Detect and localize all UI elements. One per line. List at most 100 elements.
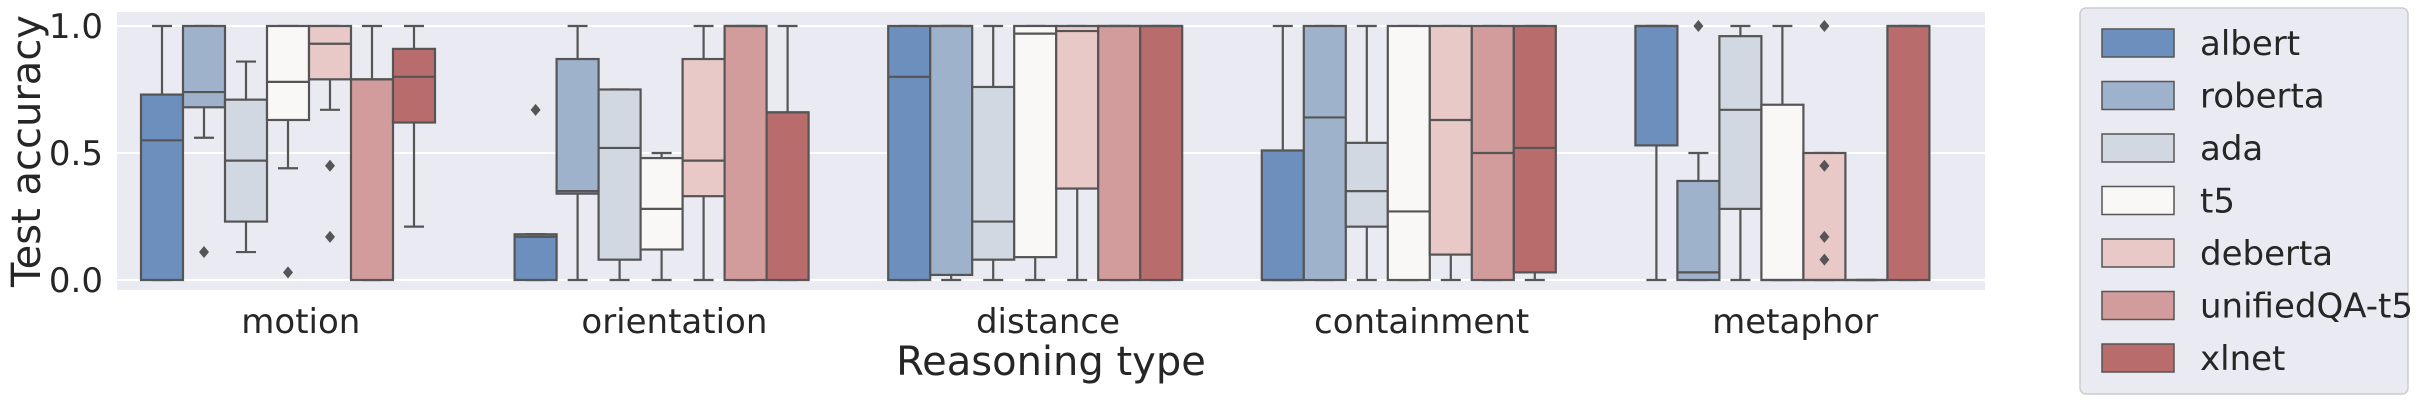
- legend-label: roberta: [2200, 77, 2325, 117]
- legend-label: albert: [2200, 24, 2300, 64]
- box-t5-metaphor: [1760, 24, 1805, 282]
- legend-label: xlnet: [2200, 339, 2285, 379]
- legend-swatch: [2101, 80, 2175, 111]
- outlier-point: [325, 230, 335, 243]
- outlier-point: [1819, 230, 1830, 243]
- box-iqr: [765, 111, 810, 282]
- box-deberta-containment: [1428, 24, 1473, 282]
- box-t5-containment: [1386, 24, 1431, 282]
- outlier-point: [1819, 159, 1830, 172]
- box-xlnet-metaphor: [1886, 24, 1931, 282]
- y-tick-labels: 0.0 0.5 1.0: [49, 7, 103, 301]
- x-axis-label: Reasoning type: [896, 339, 1206, 385]
- outlier-point: [199, 246, 209, 259]
- box-roberta-metaphor: [1676, 20, 1721, 282]
- legend-entry-deberta: deberta: [2101, 234, 2333, 274]
- box-unifiedQA-t5-orientation: [723, 24, 768, 282]
- x-tick-label: metaphor: [1712, 302, 1878, 342]
- y-tick-label: 0.0: [49, 261, 103, 301]
- box-xlnet-containment: [1512, 24, 1557, 282]
- box-iqr: [1676, 179, 1721, 282]
- y-axis-label: Test accuracy: [4, 15, 50, 288]
- box-iqr: [1428, 24, 1473, 256]
- outlier-point: [1819, 20, 1830, 32]
- box-albert-orientation: [513, 103, 558, 282]
- legend-swatch: [2101, 133, 2175, 163]
- box-xlnet-distance: [1139, 24, 1184, 282]
- box-iqr: [1886, 24, 1931, 282]
- box-albert-containment: [1260, 24, 1305, 282]
- box-ada-orientation: [597, 88, 642, 282]
- x-tick-label: orientation: [581, 302, 767, 342]
- box-iqr: [265, 24, 311, 122]
- legend: albert roberta ada t5 deberta unifiedQA-t5 xln…: [2079, 7, 2413, 395]
- box-t5-motion: [265, 24, 311, 279]
- box-unifiedQA-t5-distance: [1097, 24, 1142, 282]
- legend-entry-albert: albert: [2101, 24, 2300, 64]
- box-roberta-containment: [1302, 24, 1347, 282]
- box-iqr: [1344, 141, 1389, 228]
- y-tick-label: 0.5: [49, 134, 103, 174]
- box-unifiedQA-t5-motion: [349, 24, 395, 282]
- box-xlnet-motion: [391, 24, 437, 228]
- legend-label: ada: [2200, 129, 2263, 169]
- box-iqr: [307, 24, 353, 81]
- box-ada-distance: [971, 24, 1016, 282]
- box-iqr: [723, 24, 768, 282]
- legend-entry-roberta: roberta: [2101, 77, 2325, 117]
- box-t5-distance: [1013, 24, 1058, 282]
- box-ada-motion: [223, 60, 269, 254]
- legend-swatch: [2101, 343, 2175, 373]
- x-tick-label: distance: [976, 302, 1120, 342]
- box-iqr: [1760, 103, 1805, 282]
- box-deberta-orientation: [681, 24, 726, 282]
- box-iqr: [1802, 151, 1847, 282]
- box-iqr: [1302, 24, 1347, 282]
- box-iqr: [1718, 35, 1763, 210]
- box-iqr: [1512, 24, 1557, 274]
- box-iqr: [639, 156, 684, 251]
- legend-label: unifiedQA-t5: [2200, 287, 2413, 327]
- legend-swatch: [2101, 28, 2175, 58]
- box-albert-metaphor: [1634, 24, 1679, 282]
- box-iqr: [681, 57, 726, 198]
- legend-entry-ada: ada: [2101, 129, 2263, 169]
- outlier-point: [283, 266, 293, 279]
- box-iqr: [1634, 24, 1679, 147]
- box-iqr: [139, 93, 185, 282]
- box-iqr: [1013, 24, 1058, 259]
- box-roberta-distance: [929, 24, 974, 282]
- box-iqr: [1055, 24, 1100, 190]
- x-tick-labels: motion orientation distance containment meta…: [241, 302, 1878, 342]
- box-unifiedQA-t5-containment: [1470, 24, 1515, 282]
- box-albert-motion: [139, 24, 185, 282]
- box-deberta-metaphor: [1802, 20, 1847, 282]
- box-iqr: [929, 24, 974, 277]
- legend-label: deberta: [2200, 234, 2333, 274]
- legend-swatch: [2101, 185, 2175, 216]
- box-iqr: [1097, 24, 1142, 282]
- legend-swatch: [2101, 290, 2175, 321]
- boxes: [139, 20, 1931, 282]
- box-iqr: [349, 78, 395, 282]
- box-albert-distance: [887, 24, 932, 282]
- box-t5-orientation: [639, 151, 684, 282]
- outlier-point: [1693, 20, 1704, 32]
- box-ada-metaphor: [1718, 24, 1763, 282]
- box-iqr: [1139, 24, 1184, 282]
- x-tick-label: motion: [241, 302, 360, 342]
- outlier-point: [1819, 253, 1830, 266]
- legend-entry-t5: t5: [2101, 182, 2235, 222]
- legend-entry-xlnet: xlnet: [2101, 339, 2285, 379]
- box-deberta-distance: [1055, 24, 1100, 282]
- y-tick-label: 1.0: [49, 7, 103, 47]
- legend-swatch: [2101, 238, 2175, 268]
- box-xlnet-orientation: [765, 24, 810, 282]
- box-roberta-motion: [181, 24, 227, 259]
- legend-entry-unifiedQA-t5: unifiedQA-t5: [2101, 287, 2413, 327]
- box-iqr: [555, 57, 600, 195]
- box-iqr: [513, 233, 558, 282]
- box-iqr: [971, 85, 1016, 261]
- outlier-point: [325, 159, 335, 172]
